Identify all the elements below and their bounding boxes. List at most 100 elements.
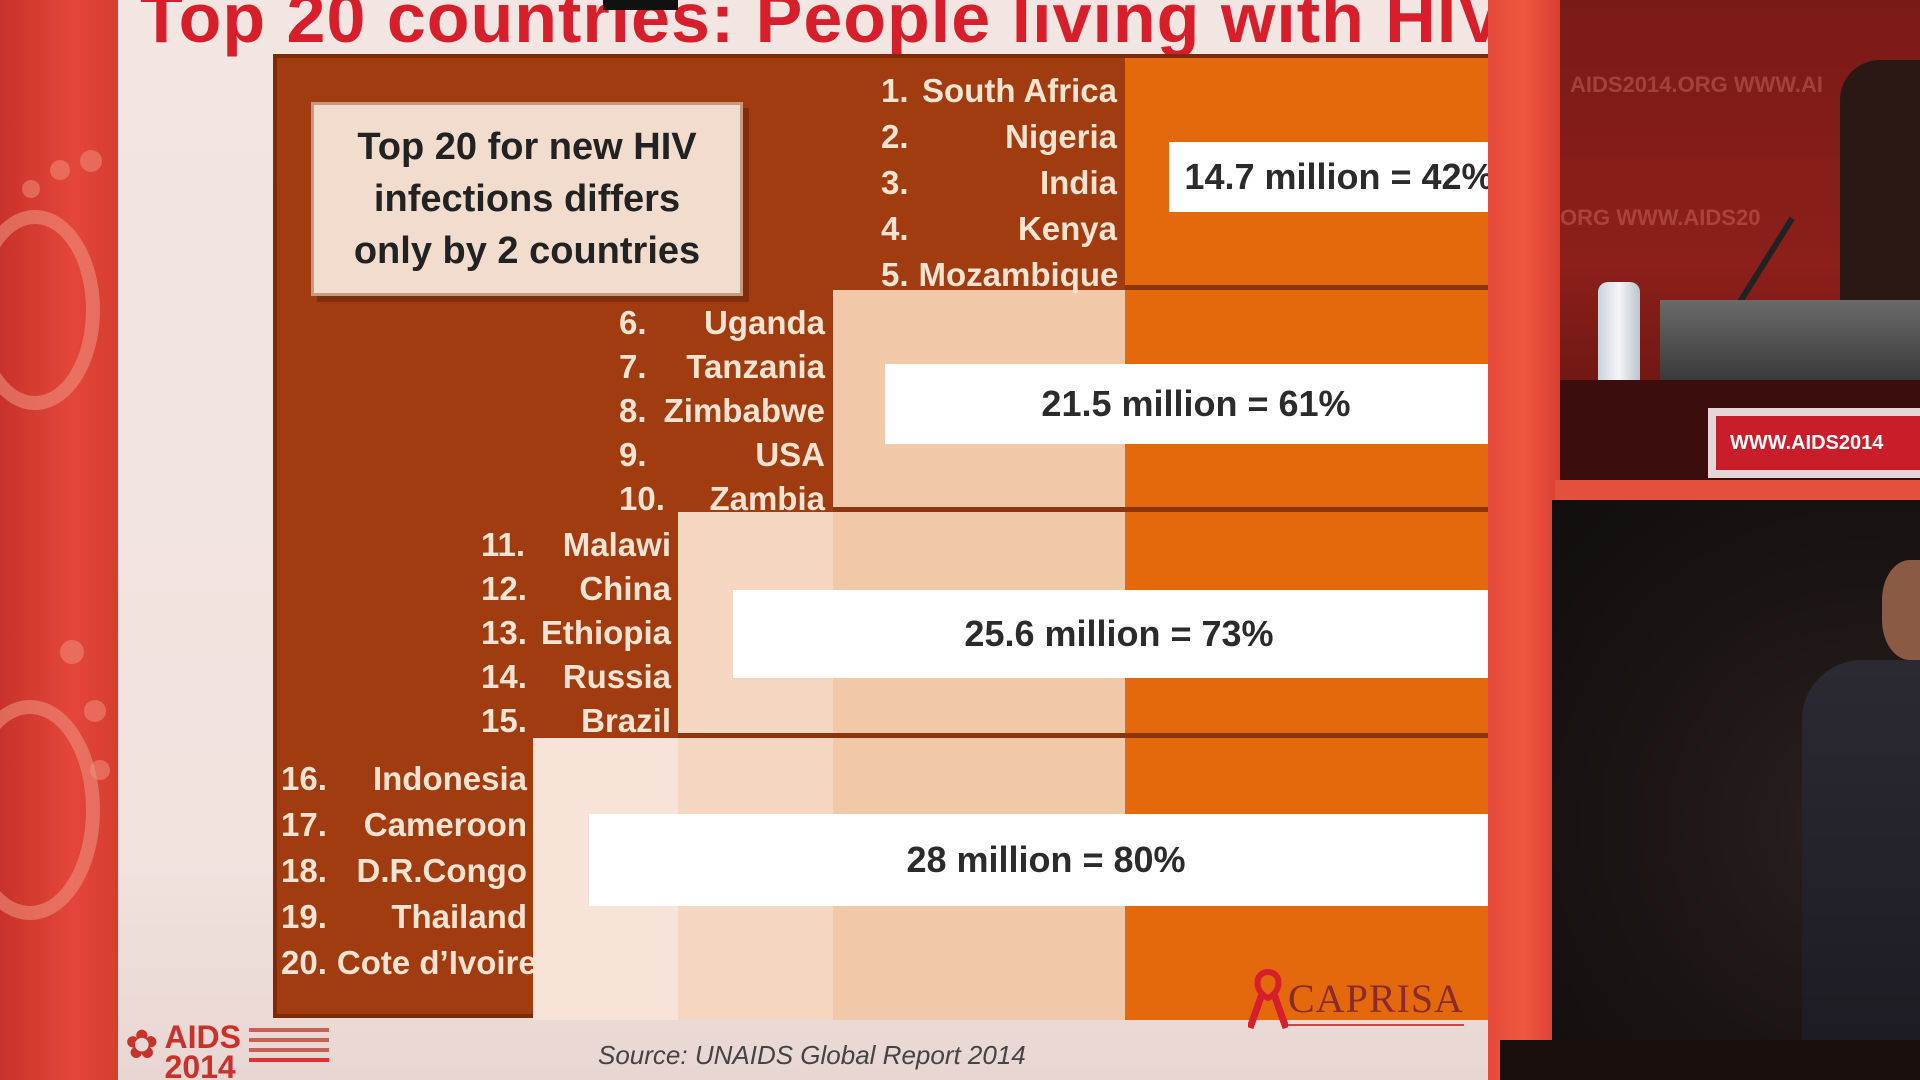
rank-number: 20.: [281, 944, 327, 981]
rank-number: 3.: [881, 164, 909, 201]
country-name: Nigeria: [1005, 118, 1117, 155]
list-item: 7. Tanzania: [619, 344, 825, 390]
list-item: 12. China: [481, 566, 671, 612]
rank-number: 8.: [619, 392, 647, 429]
rank-number: 18.: [281, 852, 327, 889]
country-name: South Africa: [922, 72, 1117, 109]
rank-number: 16.: [281, 760, 327, 797]
list-item: 20. Cote d’Ivoire: [281, 940, 537, 986]
stat-box-group-4: 28 million = 80%: [589, 814, 1503, 906]
slide-right-border: [1488, 0, 1560, 1080]
callout-box: Top 20 for new HIV infections differs on…: [311, 102, 743, 296]
list-item: 9. USA: [619, 432, 825, 478]
red-ribbon-icon: [1248, 968, 1288, 1030]
title-overlay-notch: [603, 0, 678, 10]
aids-2014-logo: ✿ AIDS 2014: [125, 1019, 329, 1080]
rank-number: 13.: [481, 614, 527, 651]
rank-number: 5.: [881, 256, 909, 293]
aids-logo-year: 2014: [164, 1049, 236, 1080]
feed-watermark: ORG WWW.AIDS20: [1560, 205, 1761, 230]
stat-box-group-3: 25.6 million = 73%: [733, 590, 1505, 678]
country-name: Cote d’Ivoire: [336, 944, 537, 981]
country-name: Tanzania: [686, 348, 825, 385]
country-name: Mozambique: [918, 256, 1119, 293]
country-name: Brazil: [581, 702, 671, 739]
country-name: Indonesia: [372, 760, 527, 797]
list-item: 17. Cameroon: [281, 802, 527, 848]
list-item: 6. Uganda: [619, 300, 825, 346]
rank-number: 2.: [881, 118, 909, 155]
list-item: 10. Zambia: [619, 476, 825, 522]
rank-number: 10.: [619, 480, 665, 517]
country-name: Zambia: [709, 480, 825, 517]
list-item: 14. Russia: [481, 654, 671, 700]
decor-dot: [84, 700, 106, 722]
callout-line: infections differs: [373, 178, 681, 220]
stat-box-group-2: 21.5 million = 61%: [885, 364, 1507, 444]
list-item: 13. Ethiopia: [481, 610, 671, 656]
caprisa-wordmark: CAPRISA: [1288, 975, 1464, 1026]
country-name: Russia: [562, 658, 671, 695]
list-item: 18. D.R.Congo: [281, 848, 527, 894]
rank-number: 1.: [881, 72, 909, 109]
aids-logo-fineprint: [248, 1028, 329, 1068]
aids-logo-name: AIDS: [164, 1019, 241, 1055]
speaker-head: [1882, 560, 1920, 660]
left-decorative-frame: [0, 0, 120, 1080]
decor-dot: [80, 150, 102, 172]
speaker-body: [1802, 660, 1920, 1040]
list-item: 2. Nigeria: [881, 114, 1117, 160]
country-name: Thailand: [391, 898, 527, 935]
presentation-slide: Top 20 countries: People living with HIV…: [118, 0, 1575, 1080]
list-item: 15. Brazil: [481, 698, 671, 744]
country-name: D.R.Congo: [356, 852, 527, 889]
decor-swirl: [0, 700, 100, 920]
decor-dot: [22, 180, 40, 198]
screen-bottom-edge: [1500, 1040, 1920, 1080]
stat-box-group-1: 14.7 million = 42%: [1169, 142, 1509, 212]
decor-dot: [60, 640, 84, 664]
country-name: Uganda: [703, 304, 825, 341]
decor-dot: [50, 160, 70, 180]
decor-swirl: [0, 210, 100, 410]
callout-line: Top 20 for new HIV: [357, 126, 697, 168]
caprisa-logo: CAPRISA: [1248, 968, 1464, 1032]
podium-top: [1660, 300, 1920, 380]
camera-feed-podium: AIDS2014.ORG WWW.AI ORG WWW.AIDS20 WWW.A…: [1560, 0, 1920, 480]
rank-number: 19.: [281, 898, 327, 935]
country-name: Ethiopia: [540, 614, 671, 651]
list-item: 16. Indonesia: [281, 756, 527, 802]
country-name: India: [1039, 164, 1117, 201]
list-item: 11. Malawi: [481, 522, 671, 568]
rank-number: 9.: [619, 436, 647, 473]
rank-number: 11.: [481, 526, 526, 563]
rank-number: 7.: [619, 348, 647, 385]
rank-number: 15.: [481, 702, 527, 739]
camera-feed-speaker: [1552, 500, 1920, 1040]
country-name: Malawi: [562, 526, 671, 563]
source-citation: Source: UNAIDS Global Report 2014: [598, 1040, 1026, 1070]
list-item: 8. Zimbabwe: [619, 388, 825, 434]
list-item: 19. Thailand: [281, 894, 527, 940]
list-item: 5. Mozambique: [881, 252, 1119, 298]
list-item: 1. South Africa: [881, 68, 1117, 114]
rank-number: 14.: [481, 658, 527, 695]
callout-line: only by 2 countries: [353, 230, 701, 272]
country-name: China: [579, 570, 671, 607]
speaker-silhouette: [1840, 60, 1920, 320]
microphone-icon: [1731, 216, 1795, 314]
podium-sign: WWW.AIDS2014: [1708, 408, 1920, 478]
rank-number: 17.: [281, 806, 327, 843]
slide-title: Top 20 countries: People living with HIV: [140, 0, 1505, 57]
list-item: 4. Kenya: [881, 206, 1117, 252]
country-name: Cameroon: [363, 806, 527, 843]
rank-number: 12.: [481, 570, 527, 607]
feed-watermark: AIDS2014.ORG WWW.AI: [1570, 72, 1824, 97]
country-name: Kenya: [1017, 210, 1117, 247]
rank-number: 6.: [619, 304, 647, 341]
chart-panel: Top 20 for new HIV infections differs on…: [273, 54, 1575, 1020]
rank-number: 4.: [881, 210, 909, 247]
country-name: USA: [755, 436, 825, 473]
list-item: 3. India: [881, 160, 1117, 206]
country-name: Zimbabwe: [663, 392, 825, 429]
